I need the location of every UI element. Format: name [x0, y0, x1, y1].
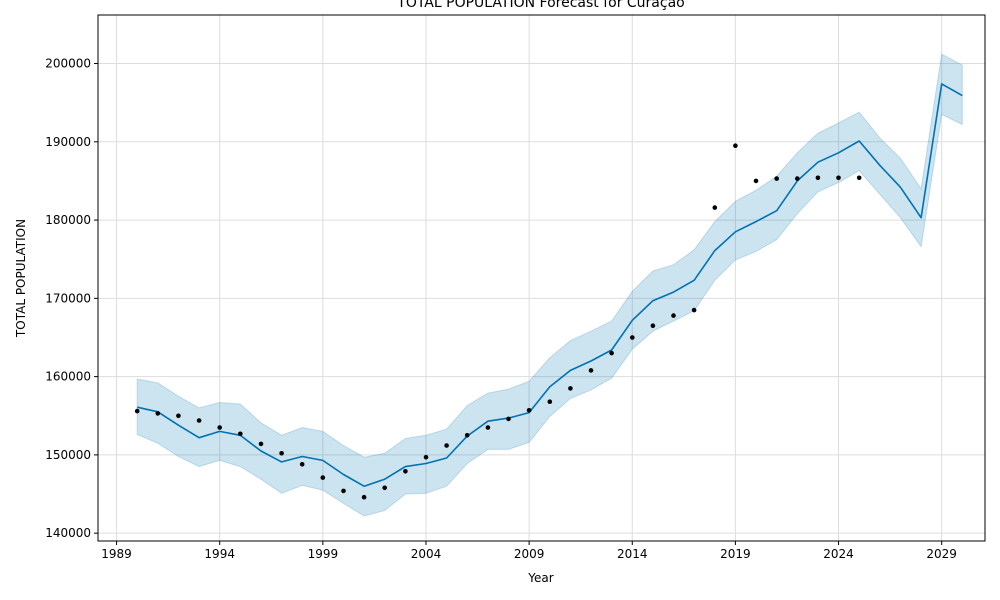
- observed-point: [609, 350, 614, 356]
- y-axis-title: TOTAL POPULATION: [14, 219, 28, 338]
- y-tick-label: 140000: [45, 526, 91, 540]
- observed-point: [444, 443, 449, 448]
- observed-point: [733, 143, 738, 148]
- observed-point: [795, 176, 800, 181]
- observed-point: [155, 411, 161, 416]
- observed-point: [279, 451, 284, 456]
- observed-point: [547, 399, 553, 405]
- forecast-series-line: [137, 83, 963, 488]
- y-tick-label: 160000: [45, 370, 91, 384]
- observed-point: [588, 368, 594, 373]
- observed-point: [815, 175, 821, 181]
- y-tick-label: 200000: [45, 57, 91, 71]
- observed-point: [196, 418, 202, 423]
- observed-point: [650, 323, 656, 329]
- x-tick-label: 2004: [411, 547, 442, 561]
- x-tick-label: 1994: [204, 547, 235, 561]
- observed-point: [299, 462, 305, 467]
- chart-title: TOTAL POPULATION Forecast for Curaçao: [396, 0, 684, 11]
- observed-point: [506, 416, 511, 422]
- observed-point: [238, 431, 243, 437]
- observed-point: [671, 313, 676, 318]
- x-axis-title: Year: [527, 571, 553, 585]
- y-tick-label: 180000: [45, 213, 91, 227]
- observed-point: [341, 488, 346, 494]
- observed-point: [176, 413, 181, 419]
- observed-point: [464, 433, 470, 438]
- x-tick-label: 2009: [514, 547, 545, 561]
- x-tick-label: 2024: [823, 547, 854, 561]
- observed-point: [691, 307, 697, 313]
- observed-points: [134, 143, 862, 500]
- observed-point: [774, 176, 779, 181]
- observed-point: [526, 408, 532, 413]
- x-tick-label: 2014: [617, 547, 648, 561]
- x-tick-label: 2019: [720, 547, 751, 561]
- observed-point: [403, 469, 408, 474]
- observed-point: [361, 494, 367, 500]
- observed-point: [485, 425, 491, 430]
- y-tick-label: 150000: [45, 448, 91, 462]
- observed-point: [258, 441, 264, 447]
- observed-point: [836, 175, 841, 181]
- x-tick-label: 1999: [308, 547, 339, 561]
- y-tick-label: 170000: [45, 291, 91, 305]
- forecast-line: [137, 83, 963, 488]
- plot-area-frame: [97, 14, 986, 542]
- observed-point: [856, 175, 862, 181]
- uncertainty-band: [136, 53, 963, 517]
- grid-lines: [98, 15, 985, 541]
- observed-point: [630, 335, 635, 340]
- observed-point: [134, 408, 140, 414]
- observed-point: [382, 485, 388, 491]
- x-axis-ticks: 1989 1994 1999 2004 2009 2014 2019 2024 2029: [101, 541, 957, 561]
- observed-point: [217, 425, 222, 430]
- observed-point: [568, 386, 573, 391]
- y-tick-label: 190000: [45, 135, 91, 149]
- x-tick-label: 1989: [101, 547, 132, 561]
- observed-point: [423, 454, 429, 460]
- y-axis-ticks: 140000 150000 160000 170000 180000 190000 2000…: [45, 57, 98, 540]
- uncertainty-interval: [136, 53, 963, 517]
- observed-point: [320, 475, 326, 480]
- x-tick-label: 2029: [926, 547, 957, 561]
- observed-point: [712, 205, 718, 210]
- observed-point: [753, 178, 759, 184]
